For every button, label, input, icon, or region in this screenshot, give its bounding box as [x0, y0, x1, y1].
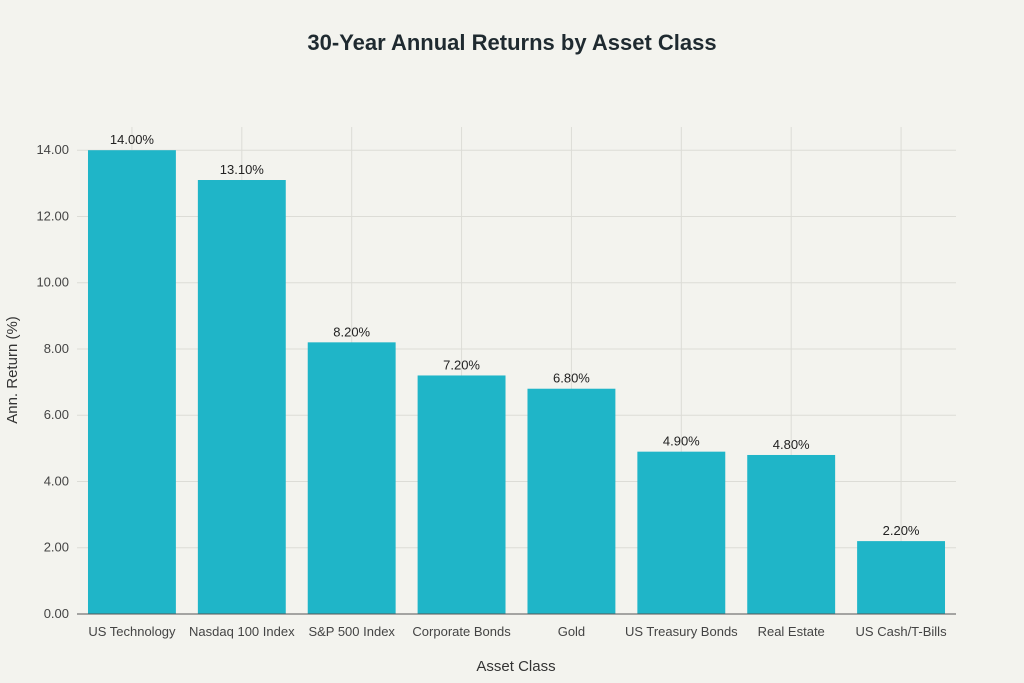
bar-data-label: 13.10% — [220, 162, 265, 177]
y-tick-label: 14.00 — [36, 142, 69, 157]
bar — [637, 451, 726, 614]
bar-layer — [87, 150, 946, 614]
y-tick-label: 6.00 — [44, 407, 69, 422]
x-tick-label: S&P 500 Index — [308, 624, 395, 639]
x-tick-label: Nasdaq 100 Index — [189, 624, 295, 639]
y-tick-label: 2.00 — [44, 540, 69, 555]
y-tick-label: 4.00 — [44, 473, 69, 488]
bar-data-label: 6.80% — [553, 371, 590, 386]
x-tick-label: US Treasury Bonds — [625, 624, 738, 639]
bar-data-label: 14.00% — [110, 132, 155, 147]
y-tick-label: 12.00 — [36, 208, 69, 223]
bar-data-label: 7.20% — [443, 357, 480, 372]
y-tick-label: 8.00 — [44, 341, 69, 356]
bar — [857, 541, 946, 614]
bar-data-label: 2.20% — [883, 523, 920, 538]
y-tick-label: 0.00 — [44, 606, 69, 621]
bar — [747, 454, 836, 614]
bar — [417, 375, 506, 614]
bar — [307, 342, 396, 614]
x-tick-label: Corporate Bonds — [412, 624, 511, 639]
chart-title: 30-Year Annual Returns by Asset Class — [307, 30, 716, 55]
bar-data-label: 8.20% — [333, 324, 370, 339]
label-layer: 0.00 2.00 4.00 6.00 8.00 10.00 12.00 14.00 14.00… — [36, 132, 947, 639]
bar-data-label: 4.80% — [773, 437, 810, 452]
bar — [197, 180, 286, 614]
x-tick-label: Real Estate — [758, 624, 825, 639]
x-tick-label: US Technology — [88, 624, 176, 639]
x-tick-label: US Cash/T-Bills — [856, 624, 948, 639]
y-tick-label: 10.00 — [36, 275, 69, 290]
x-tick-label: Gold — [558, 624, 585, 639]
bar — [527, 388, 616, 614]
y-axis-label: Ann. Return (%) — [4, 316, 21, 424]
x-axis-label: Asset Class — [476, 658, 555, 675]
bar — [87, 150, 176, 614]
bar-data-label: 4.90% — [663, 434, 700, 449]
